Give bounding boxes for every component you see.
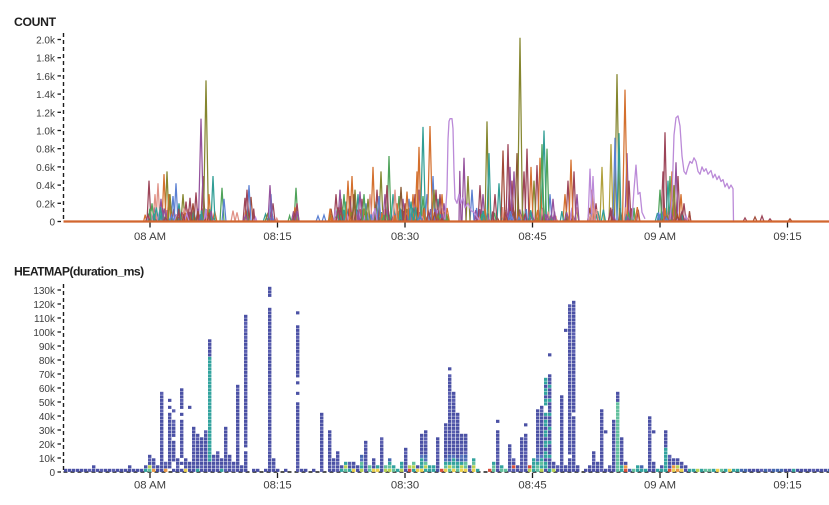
svg-text:0.2k: 0.2k xyxy=(36,199,56,210)
svg-text:1.8k: 1.8k xyxy=(36,54,56,65)
svg-text:120k: 120k xyxy=(33,300,56,311)
svg-text:08:45: 08:45 xyxy=(518,480,546,492)
svg-text:0.6k: 0.6k xyxy=(36,163,56,174)
svg-text:30k: 30k xyxy=(39,426,56,437)
svg-text:0: 0 xyxy=(49,218,55,229)
svg-text:20k: 20k xyxy=(39,440,56,451)
svg-text:70k: 70k xyxy=(39,370,56,381)
svg-text:100k: 100k xyxy=(33,328,56,339)
svg-text:80k: 80k xyxy=(39,356,56,367)
svg-text:1.4k: 1.4k xyxy=(36,90,56,101)
svg-text:08 AM: 08 AM xyxy=(134,231,166,243)
svg-text:60k: 60k xyxy=(39,384,56,395)
svg-text:1.0k: 1.0k xyxy=(36,127,56,138)
svg-text:0.4k: 0.4k xyxy=(36,181,56,192)
svg-text:110k: 110k xyxy=(34,314,56,325)
svg-text:08:15: 08:15 xyxy=(263,480,291,492)
svg-text:0.8k: 0.8k xyxy=(36,145,56,156)
svg-text:09 AM: 09 AM xyxy=(644,231,676,243)
svg-text:40k: 40k xyxy=(39,412,56,423)
svg-text:130k: 130k xyxy=(33,286,56,297)
svg-text:1.2k: 1.2k xyxy=(36,108,56,119)
svg-text:50k: 50k xyxy=(39,398,56,409)
svg-text:09:15: 09:15 xyxy=(773,480,801,492)
svg-text:08:45: 08:45 xyxy=(518,231,546,243)
svg-text:COUNT: COUNT xyxy=(14,15,57,29)
svg-text:HEATMAP(duration_ms): HEATMAP(duration_ms) xyxy=(14,265,144,279)
svg-text:08:30: 08:30 xyxy=(391,231,419,243)
svg-text:09 AM: 09 AM xyxy=(644,480,676,492)
svg-text:08:15: 08:15 xyxy=(263,231,291,243)
svg-text:2.0k: 2.0k xyxy=(36,36,56,47)
svg-text:90k: 90k xyxy=(39,342,56,353)
svg-text:08 AM: 08 AM xyxy=(134,480,166,492)
svg-text:08:30: 08:30 xyxy=(391,480,419,492)
svg-text:09:15: 09:15 xyxy=(773,231,801,243)
svg-text:10k: 10k xyxy=(39,454,56,465)
svg-text:1.6k: 1.6k xyxy=(36,72,56,83)
svg-text:0: 0 xyxy=(49,468,55,479)
